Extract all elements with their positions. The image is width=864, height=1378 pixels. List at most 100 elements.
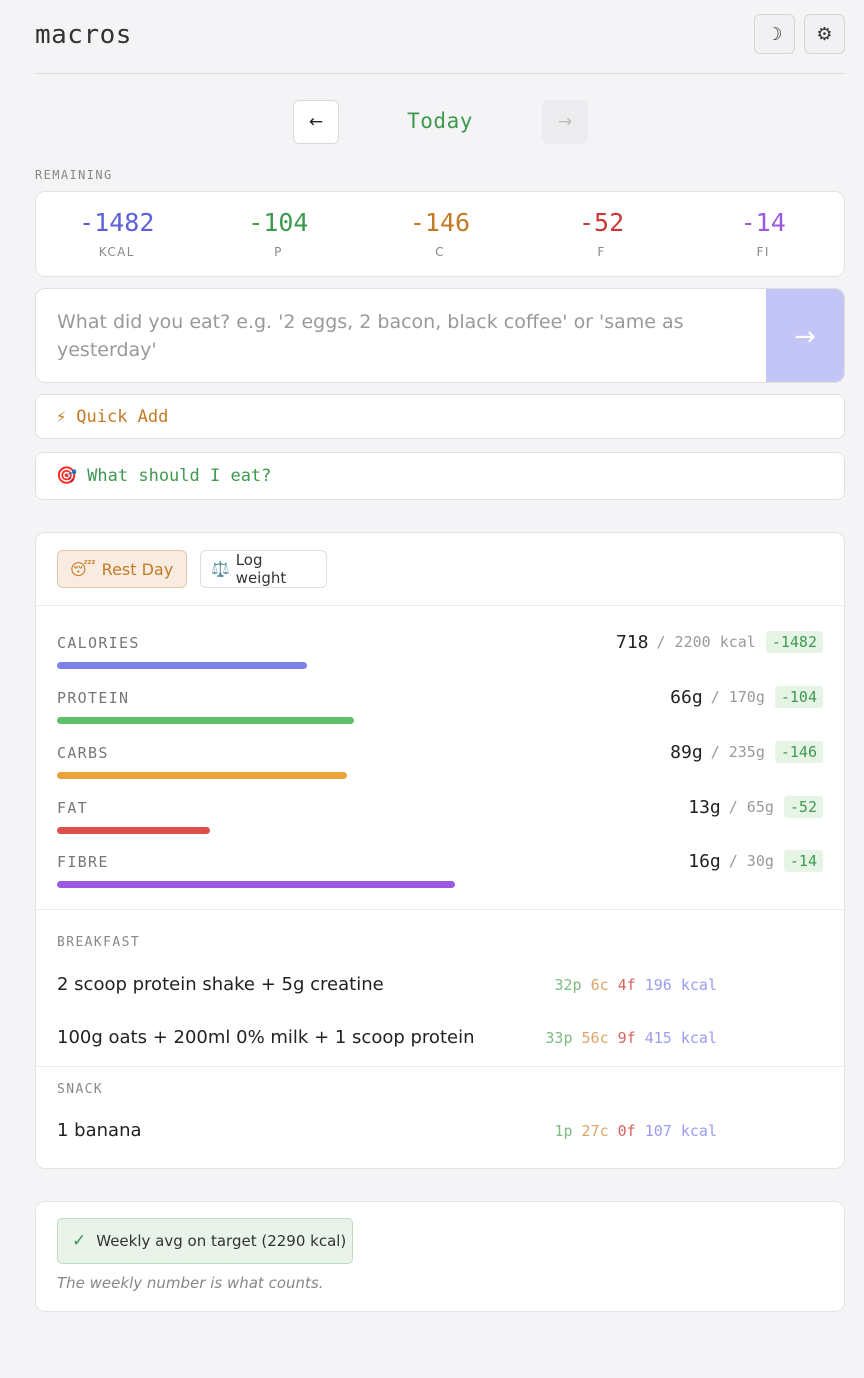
food-name: 100g oats + 200ml 0% milk + 1 scoop prot… [57, 1027, 475, 1048]
food-protein: 1p [554, 1122, 573, 1140]
macro-delta: -14 [783, 850, 823, 872]
arrow-right-icon: → [557, 112, 573, 132]
remaining-value: -104 [248, 208, 309, 237]
food-kcal: 107 kcal [644, 1122, 717, 1140]
settings-button[interactable]: ⚙ [804, 14, 845, 54]
macro-row-carbs: CARBS 89g / 235g -146 [57, 741, 823, 784]
scale-icon: ⚖️ [211, 560, 230, 578]
food-carbs: 27c [581, 1122, 609, 1140]
food-entry-form: What did you eat? e.g. '2 eggs, 2 bacon,… [35, 288, 845, 383]
macro-target: / 65g [728, 798, 774, 816]
food-fat: 0f [617, 1122, 636, 1140]
remaining-carbs: -146 C [359, 192, 521, 276]
remaining-protein: -104 P [198, 192, 360, 276]
macro-values: 13g / 65g -52 [688, 796, 823, 818]
food-kcal: 415 kcal [644, 1029, 717, 1047]
macro-delta: -52 [783, 796, 823, 818]
macro-values: 16g / 30g -14 [688, 850, 823, 872]
suggest-meal-label: What should I eat? [87, 466, 272, 486]
macro-target: / 235g [710, 743, 765, 761]
remaining-unit: C [435, 245, 445, 259]
food-item[interactable]: 1 banana 1p 27c 0f 107 kcal [57, 1120, 717, 1144]
suggest-meal-button[interactable]: 🎯 What should I eat? [35, 452, 845, 500]
macro-row-calories: CALORIES 718 / 2200 kcal -1482 [57, 631, 823, 674]
log-weight-label: Log weight [235, 551, 287, 587]
remaining-fibre: -14 FI [682, 192, 844, 276]
food-macros: 1p 27c 0f 107 kcal [554, 1122, 717, 1140]
food-fat: 4f [617, 976, 636, 994]
macro-current: 718 [615, 631, 649, 653]
macro-delta: -104 [774, 686, 823, 708]
macro-values: 718 / 2200 kcal -1482 [616, 631, 823, 653]
macro-current: 66g [670, 686, 703, 708]
submit-button[interactable]: → [766, 289, 844, 382]
sleeping-face-icon: 😴 [70, 559, 96, 579]
food-item[interactable]: 100g oats + 200ml 0% milk + 1 scoop prot… [57, 1027, 717, 1051]
quick-add-label: Quick Add [76, 406, 169, 427]
food-name: 1 banana [57, 1120, 142, 1141]
macro-current: 13g [688, 796, 721, 818]
arrow-left-icon: ← [308, 112, 324, 132]
remaining-unit: F [597, 245, 606, 259]
food-macros: 33p 56c 9f 415 kcal [545, 1029, 717, 1047]
food-kcal: 196 kcal [644, 976, 717, 994]
macro-values: 66g / 170g -104 [670, 686, 823, 708]
weekly-status-badge: ✓ Weekly avg on target (2290 kcal) [57, 1218, 353, 1264]
macro-row-protein: PROTEIN 66g / 170g -104 [57, 686, 823, 729]
moon-icon: ☽ [766, 23, 783, 45]
divider [36, 605, 844, 606]
check-icon: ✓ [72, 1231, 87, 1251]
rest-day-toggle[interactable]: 😴 Rest Day [57, 550, 187, 588]
remaining-value: -146 [409, 208, 471, 237]
macro-row-fibre: FIBRE 16g / 30g -14 [57, 850, 823, 893]
macro-name: PROTEIN [57, 689, 130, 707]
macro-current: 89g [670, 741, 703, 763]
macro-progress-bar [57, 827, 210, 834]
remaining-label: REMAINING [35, 168, 113, 182]
date-label: Today [407, 109, 473, 133]
macro-delta: -146 [774, 741, 823, 763]
macro-target: / 30g [728, 852, 774, 870]
quick-add-button[interactable]: ⚡ Quick Add [35, 394, 845, 439]
divider [36, 909, 844, 910]
food-item[interactable]: 2 scoop protein shake + 5g creatine 32p … [57, 974, 717, 998]
weekly-status-text: Weekly avg on target (2290 kcal) [96, 1232, 347, 1250]
macro-progress-bar [57, 717, 354, 724]
food-input[interactable]: What did you eat? e.g. '2 eggs, 2 bacon,… [57, 311, 684, 361]
remaining-unit: KCAL [98, 245, 135, 259]
arrow-right-icon: → [794, 321, 816, 352]
food-fat: 9f [617, 1029, 636, 1047]
next-day-button[interactable]: → [542, 100, 588, 144]
daily-log-card: 😴 Rest Day ⚖️ Log weight CALORIES 718 / … [35, 532, 845, 1169]
remaining-card: -1482 KCAL -104 P -146 C -52 F -14 FI [35, 191, 845, 277]
food-protein: 33p [545, 1029, 573, 1047]
macro-name: CALORIES [57, 634, 140, 652]
theme-toggle-button[interactable]: ☽ [754, 14, 795, 54]
meal-label: BREAKFAST [57, 935, 141, 950]
macro-delta: -1482 [765, 631, 823, 653]
macro-progress-bar [57, 881, 455, 888]
macro-values: 89g / 235g -146 [670, 741, 823, 763]
meal-label: SNACK [57, 1082, 104, 1097]
gear-icon: ⚙ [816, 23, 833, 45]
divider [36, 1066, 844, 1067]
macro-progress-bar [57, 662, 307, 669]
remaining-value: -52 [579, 208, 625, 237]
rest-day-label: Rest Day [101, 559, 174, 579]
remaining-kcal: -1482 KCAL [36, 192, 198, 276]
remaining-value: -1482 [79, 208, 155, 237]
macro-target: / 2200 kcal [656, 633, 756, 651]
target-icon: 🎯 [56, 466, 78, 486]
weekly-note: The weekly number is what counts. [57, 1274, 324, 1292]
lightning-icon: ⚡ [56, 406, 67, 427]
macro-target: / 170g [710, 688, 765, 706]
macro-row-fat: FAT 13g / 65g -52 [57, 796, 823, 839]
previous-day-button[interactable]: ← [293, 100, 339, 144]
log-weight-button[interactable]: ⚖️ Log weight [200, 550, 327, 588]
app-title: macros [35, 20, 132, 50]
remaining-unit: P [274, 245, 283, 259]
macro-current: 16g [688, 850, 721, 872]
header-divider [35, 73, 845, 74]
macro-name: FAT [57, 799, 88, 817]
